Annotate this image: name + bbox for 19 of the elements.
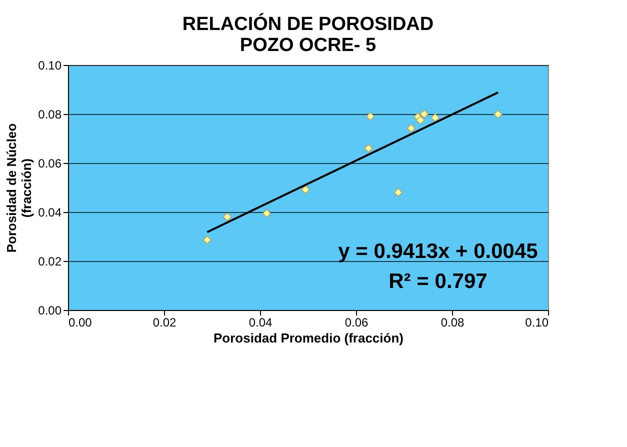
x-tick-label: 0.02: [152, 316, 176, 330]
y-tick-label: 0.06: [38, 156, 62, 170]
y-tick-label: 0.02: [38, 254, 62, 268]
x-tick-label: 0.04: [248, 316, 272, 330]
y-tick-label: 0.08: [38, 108, 62, 122]
text: RELACIÓN DE POROSIDAD: [182, 14, 434, 35]
y-tick-label: 0.10: [38, 58, 62, 72]
annotation: R² = 0.797: [388, 270, 488, 293]
x-tick-label: 0.00: [68, 316, 92, 330]
x-tick-label: 0.08: [440, 316, 464, 330]
annotation: y = 0.9413x + 0.0045: [338, 240, 538, 263]
x-tick-label: 0.06: [344, 316, 368, 330]
x-tick-label: 0.10: [525, 316, 549, 330]
text: POZO OCRE- 5: [240, 35, 376, 56]
x-axis-title: Porosidad Promedio (fracción): [214, 330, 404, 346]
text: Porosidad de Núcleo: [4, 123, 20, 253]
y-tick-label: 0.00: [38, 304, 62, 318]
text: (fracción): [19, 158, 34, 218]
y-tick-label: 0.04: [38, 206, 62, 220]
